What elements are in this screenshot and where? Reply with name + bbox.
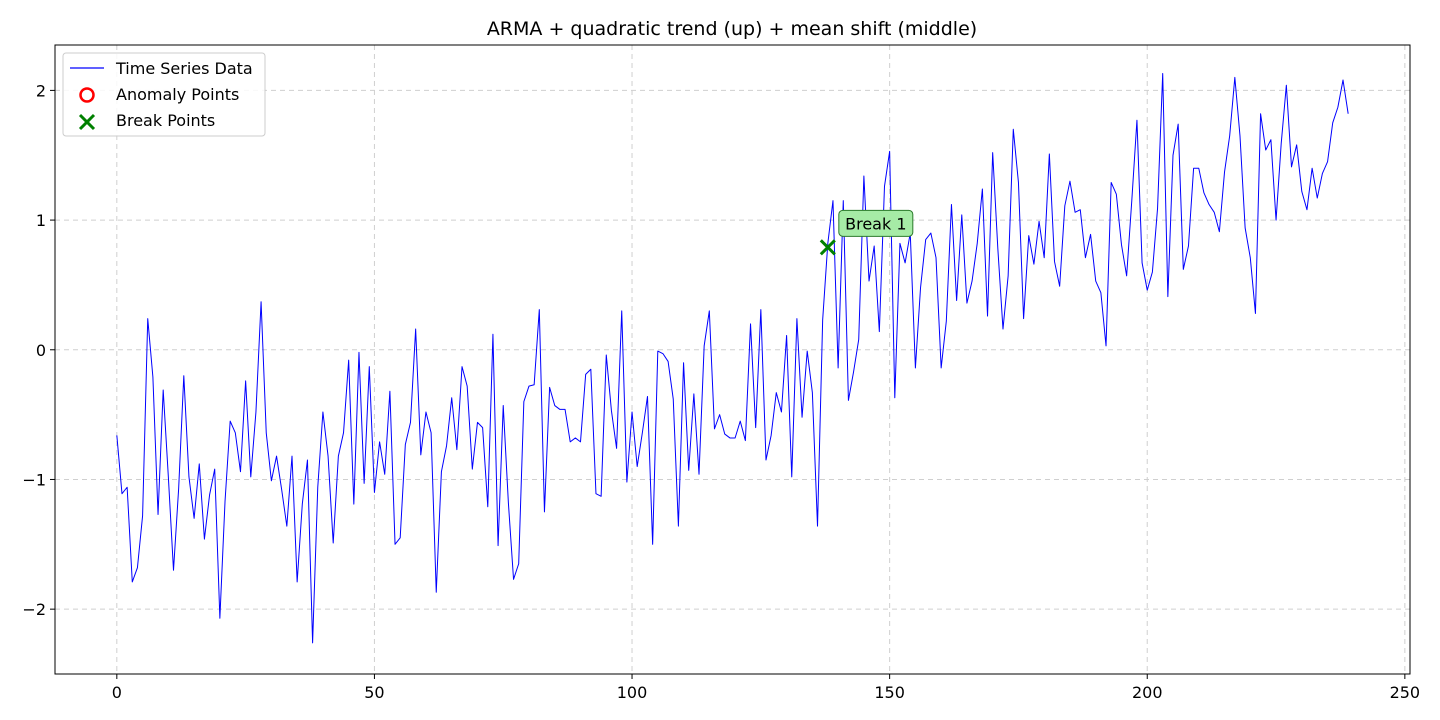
x-tick-label: 150 bbox=[874, 683, 905, 702]
x-axis-ticks: 0 50 100 150 200 250 bbox=[112, 674, 1420, 702]
x-tick-label: 250 bbox=[1390, 683, 1421, 702]
legend: Time Series Data Anomaly Points Break Po… bbox=[62, 52, 266, 137]
break-points-layer: Break 1 bbox=[819, 209, 914, 256]
grid-lines bbox=[55, 45, 1410, 674]
break-marker-stroke bbox=[819, 239, 836, 256]
legend-break-marker bbox=[78, 113, 96, 131]
break-point-marker bbox=[819, 239, 836, 256]
y-tick-label: −2 bbox=[22, 600, 46, 619]
x-tick-label: 100 bbox=[617, 683, 648, 702]
break-annotation-box bbox=[838, 209, 914, 237]
legend-label-series: Time Series Data bbox=[115, 59, 253, 78]
y-tick-label: 0 bbox=[36, 341, 46, 360]
y-tick-label: 1 bbox=[36, 211, 46, 230]
y-axis-ticks: −2 −1 0 1 2 bbox=[22, 81, 55, 619]
y-tick-label: 2 bbox=[36, 81, 46, 100]
break-annotation-label: Break 1 bbox=[845, 214, 906, 233]
y-tick-label: −1 bbox=[22, 470, 46, 489]
chart-title: ARMA + quadratic trend (up) + mean shift… bbox=[487, 18, 977, 40]
series-layer bbox=[116, 73, 1349, 644]
x-tick-label: 0 bbox=[112, 683, 122, 702]
plot-frame bbox=[54, 44, 1411, 675]
series-line bbox=[116, 73, 1349, 644]
x-tick-label: 200 bbox=[1132, 683, 1163, 702]
legend-label-break: Break Points bbox=[116, 111, 215, 130]
legend-label-anomaly: Anomaly Points bbox=[116, 85, 239, 104]
legend-box bbox=[62, 52, 266, 137]
legend-anomaly-marker bbox=[79, 87, 95, 103]
x-tick-label: 50 bbox=[364, 683, 384, 702]
